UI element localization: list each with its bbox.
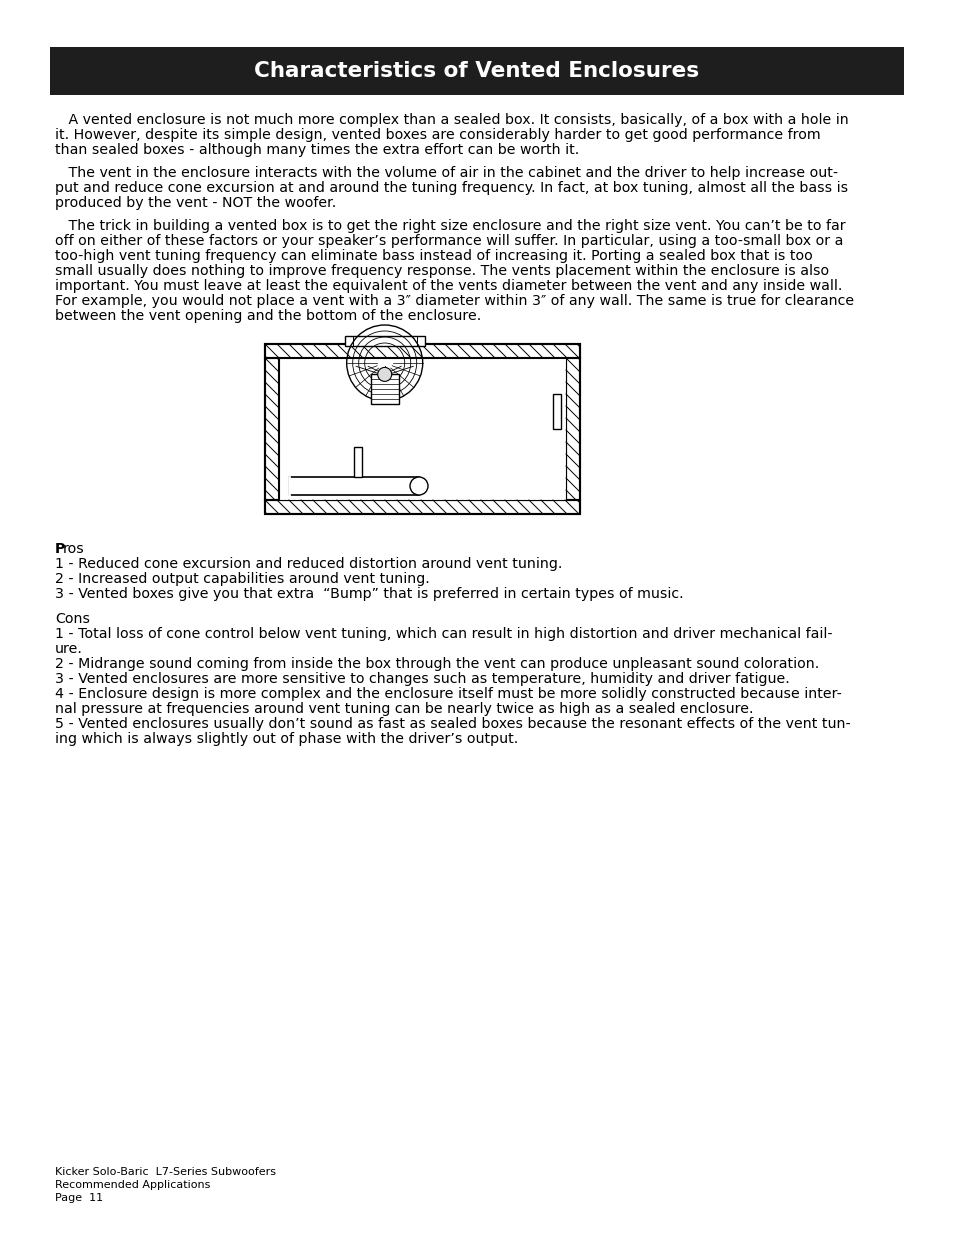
Text: off on either of these factors or your speaker’s performance will suffer. In par: off on either of these factors or your s… [55, 233, 842, 248]
Bar [50, 47, 903, 95]
Text: important. You must leave at least the equivalent of the vents diameter between : important. You must leave at least the e… [55, 279, 841, 293]
Bar [354, 447, 361, 477]
Bar [565, 358, 579, 500]
Bar [265, 345, 579, 514]
Text: 1 - Total loss of cone control below vent tuning, which can result in high disto: 1 - Total loss of cone control below ven… [55, 627, 832, 641]
Text: For example, you would not place a vent with a 3″ diameter within 3″ of any wall: For example, you would not place a vent … [55, 294, 853, 308]
Text: ure.: ure. [55, 642, 83, 656]
Text: too-high vent tuning frequency can eliminate bass instead of increasing it. Port: too-high vent tuning frequency can elimi… [55, 249, 812, 263]
Bar [278, 358, 565, 500]
Text: ros: ros [63, 542, 84, 556]
Text: ing which is always slightly out of phase with the driver’s output.: ing which is always slightly out of phas… [55, 732, 517, 746]
Text: Recommended Applications: Recommended Applications [55, 1179, 211, 1191]
Text: 2 - Increased output capabilities around vent tuning.: 2 - Increased output capabilities around… [55, 572, 429, 585]
Text: put and reduce cone excursion at and around the tuning frequency. In fact, at bo: put and reduce cone excursion at and aro… [55, 182, 847, 195]
Text: Characteristics of Vented Enclosures: Characteristics of Vented Enclosures [254, 61, 699, 82]
Circle shape [410, 477, 428, 495]
Text: produced by the vent - NOT the woofer.: produced by the vent - NOT the woofer. [55, 196, 335, 210]
Bar [265, 358, 278, 500]
Circle shape [377, 367, 392, 382]
Text: Kicker Solo-Baric  L7-Series Subwoofers: Kicker Solo-Baric L7-Series Subwoofers [55, 1167, 275, 1177]
Text: 4 - Enclosure design is more complex and the enclosure itself must be more solid: 4 - Enclosure design is more complex and… [55, 687, 841, 701]
Text: it. However, despite its simple design, vented boxes are considerably harder to : it. However, despite its simple design, … [55, 128, 820, 142]
Text: than sealed boxes - although many times the extra effort can be worth it.: than sealed boxes - although many times … [55, 143, 578, 157]
Text: Page  11: Page 11 [55, 1193, 103, 1203]
Text: The vent in the enclosure interacts with the volume of air in the cabinet and th: The vent in the enclosure interacts with… [55, 165, 838, 180]
Text: nal pressure at frequencies around vent tuning can be nearly twice as high as a : nal pressure at frequencies around vent … [55, 701, 753, 716]
Bar [265, 500, 579, 514]
Text: between the vent opening and the bottom of the enclosure.: between the vent opening and the bottom … [55, 309, 480, 324]
Bar [289, 477, 418, 495]
Bar [371, 374, 398, 404]
Text: A vented enclosure is not much more complex than a sealed box. It consists, basi: A vented enclosure is not much more comp… [55, 112, 848, 127]
Bar [344, 336, 424, 346]
Text: 1 - Reduced cone excursion and reduced distortion around vent tuning.: 1 - Reduced cone excursion and reduced d… [55, 557, 561, 571]
Text: small usually does nothing to improve frequency response. The vents placement wi: small usually does nothing to improve fr… [55, 264, 828, 278]
Text: 3 - Vented boxes give you that extra  “Bump” that is preferred in certain types : 3 - Vented boxes give you that extra “Bu… [55, 587, 683, 601]
Text: 5 - Vented enclosures usually don’t sound as fast as sealed boxes because the re: 5 - Vented enclosures usually don’t soun… [55, 718, 850, 731]
Bar [553, 394, 560, 429]
Bar [265, 345, 579, 358]
Text: P: P [55, 542, 66, 556]
Text: 3 - Vented enclosures are more sensitive to changes such as temperature, humidit: 3 - Vented enclosures are more sensitive… [55, 672, 789, 685]
Text: The trick in building a vented box is to get the right size enclosure and the ri: The trick in building a vented box is to… [55, 219, 844, 233]
Text: 2 - Midrange sound coming from inside the box through the vent can produce unple: 2 - Midrange sound coming from inside th… [55, 657, 819, 671]
Text: Cons: Cons [55, 613, 90, 626]
Bar [278, 358, 565, 500]
